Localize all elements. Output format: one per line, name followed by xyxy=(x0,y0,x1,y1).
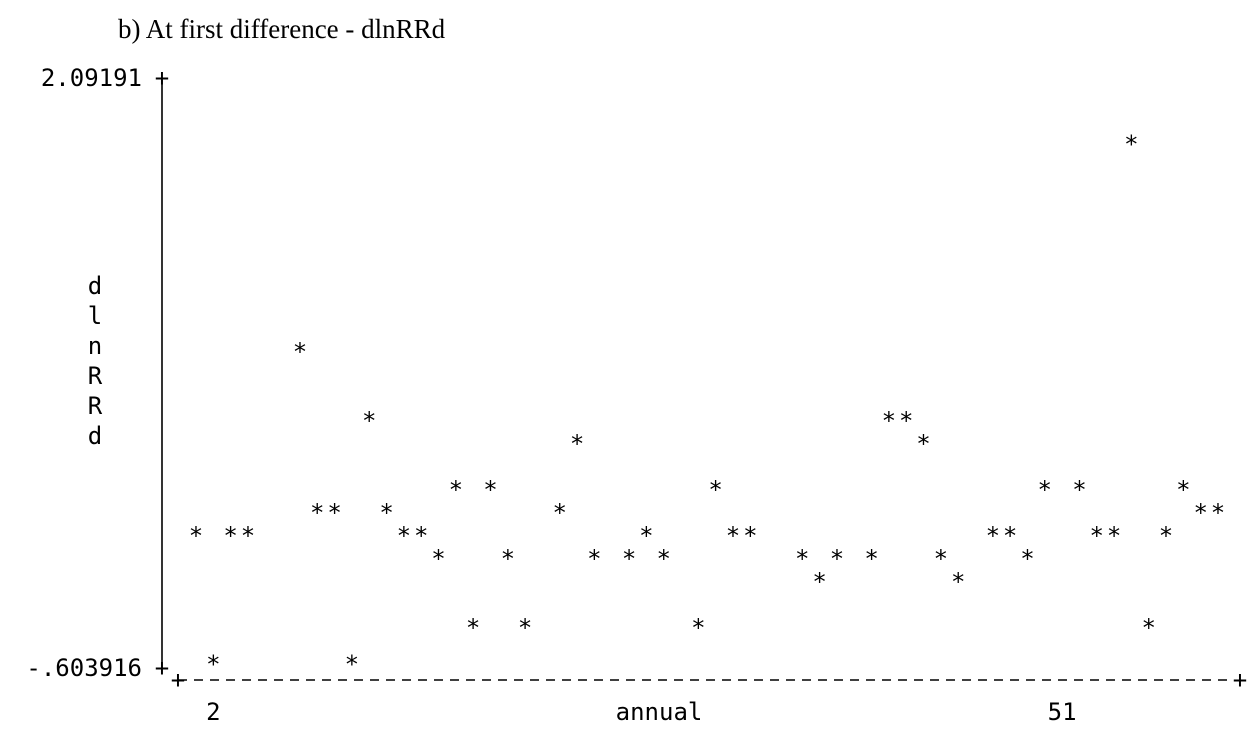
data-point: * xyxy=(501,545,515,573)
data-point: * xyxy=(899,407,913,435)
y-tick-label-max: 2.09191 xyxy=(41,64,142,92)
data-point: * xyxy=(1038,476,1052,504)
x-tick-label: 2 xyxy=(206,698,220,726)
data-point: * xyxy=(362,407,376,435)
y-axis-label-char: d xyxy=(88,422,102,450)
data-points: *** *** ***** ********** ****** **** ** ***** **… xyxy=(189,131,1225,679)
data-point: * xyxy=(1107,522,1121,550)
y-axis-label-char: R xyxy=(88,362,103,390)
data-point: * xyxy=(656,545,670,573)
data-point: * xyxy=(518,614,532,642)
data-point: * xyxy=(189,522,203,550)
y-axis-label-char: d xyxy=(88,272,102,300)
x-axis-label: annual xyxy=(616,698,703,726)
data-point: * xyxy=(431,545,445,573)
data-point: * xyxy=(864,545,878,573)
figure-caption: b) At first difference - dlnRRd xyxy=(118,14,446,44)
y-axis-label-char: R xyxy=(88,392,103,420)
y-axis-label-char: n xyxy=(88,332,102,360)
data-point: * xyxy=(223,522,237,550)
data-point: * xyxy=(241,522,255,550)
data-point: * xyxy=(830,545,844,573)
data-point: * xyxy=(345,651,359,679)
data-point: * xyxy=(726,522,740,550)
data-point: * xyxy=(449,476,463,504)
data-point: * xyxy=(553,499,567,527)
data-point: * xyxy=(1176,476,1190,504)
data-point: * xyxy=(379,499,393,527)
y-axis-top-plus: + xyxy=(155,64,169,92)
data-point: * xyxy=(986,522,1000,550)
data-point: * xyxy=(1072,476,1086,504)
data-point: * xyxy=(206,651,220,679)
data-point: * xyxy=(795,545,809,573)
data-point: * xyxy=(708,476,722,504)
data-point: * xyxy=(1159,522,1173,550)
data-point: * xyxy=(587,545,601,573)
data-point: * xyxy=(570,430,584,458)
data-point: * xyxy=(310,499,324,527)
data-point: * xyxy=(934,545,948,573)
x-axis-left-plus: + xyxy=(171,666,185,694)
data-point: * xyxy=(916,430,930,458)
data-point: * xyxy=(1124,131,1138,159)
y-axis-label-char: l xyxy=(88,302,102,330)
data-point: * xyxy=(639,522,653,550)
data-point: * xyxy=(812,568,826,596)
data-point: * xyxy=(743,522,757,550)
data-point: * xyxy=(293,338,307,366)
data-point: * xyxy=(622,545,636,573)
data-point: * xyxy=(327,499,341,527)
y-tick-label-min: -.603916 xyxy=(26,654,142,682)
x-tick-label: 51 xyxy=(1048,698,1077,726)
data-point: * xyxy=(483,476,497,504)
x-axis-right-plus: + xyxy=(1233,666,1247,694)
data-point: * xyxy=(1193,499,1207,527)
y-axis-bottom-plus: + xyxy=(155,654,169,682)
data-point: * xyxy=(414,522,428,550)
axes: ++ + + xyxy=(155,64,1247,694)
data-point: * xyxy=(882,407,896,435)
data-point: * xyxy=(466,614,480,642)
data-point: * xyxy=(1211,499,1225,527)
data-point: * xyxy=(1141,614,1155,642)
data-point: * xyxy=(1003,522,1017,550)
data-point: * xyxy=(951,568,965,596)
data-point: * xyxy=(691,614,705,642)
data-point: * xyxy=(397,522,411,550)
data-point: * xyxy=(1090,522,1104,550)
data-point: * xyxy=(1020,545,1034,573)
